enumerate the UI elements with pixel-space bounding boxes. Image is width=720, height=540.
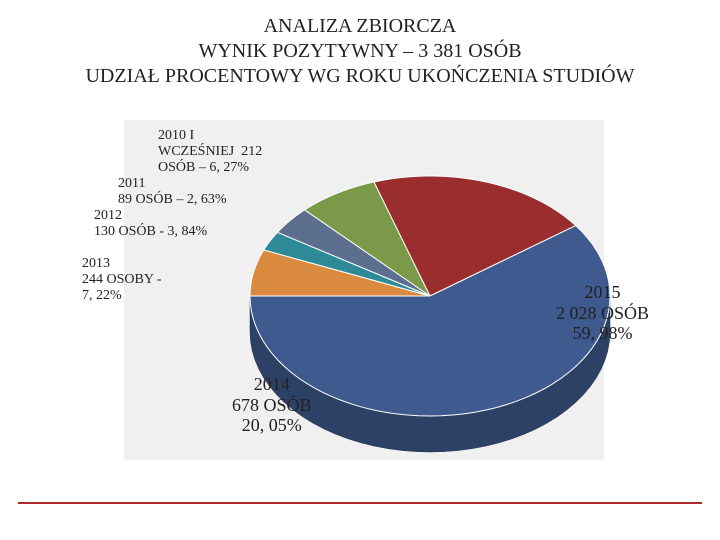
title-line-3: UDZIAŁ PROCENTOWY WG ROKU UKOŃCZENIA STU… bbox=[0, 64, 720, 89]
label-2015: 2015 2 028 OSÓB 59, 98% bbox=[556, 282, 649, 344]
title-block: ANALIZA ZBIORCZA WYNIK POZYTYWNY – 3 381… bbox=[0, 14, 720, 89]
label-2013: 2013 244 OSOBY - 7, 22% bbox=[82, 256, 162, 304]
footer-rule bbox=[18, 502, 702, 504]
title-line-1: ANALIZA ZBIORCZA bbox=[0, 14, 720, 39]
label-2011: 2011 89 OSÓB – 2, 63% bbox=[118, 176, 227, 208]
label-2014: 2014 678 OSÓB 20, 05% bbox=[232, 374, 312, 436]
label-2010: 2010 I WCZEŚNIEJ 212 OSÓB – 6, 27% bbox=[158, 128, 262, 176]
page: ANALIZA ZBIORCZA WYNIK POZYTYWNY – 3 381… bbox=[0, 0, 720, 540]
label-2012: 2012 130 OSÓB - 3, 84% bbox=[94, 208, 207, 240]
title-line-2: WYNIK POZYTYWNY – 3 381 OSÓB bbox=[0, 39, 720, 64]
